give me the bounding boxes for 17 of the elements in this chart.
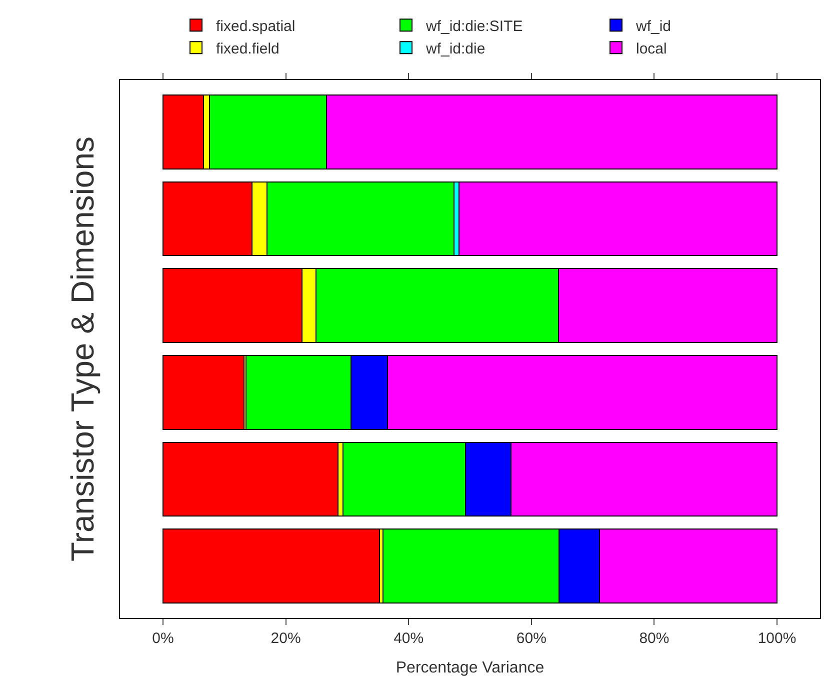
x-tick-label: 40% — [394, 630, 424, 647]
x-tick-label: 60% — [516, 630, 546, 647]
x-axis-title: Percentage Variance — [396, 660, 544, 677]
x-tick-label: 20% — [270, 630, 301, 647]
legend-label: fixed.spatial — [216, 18, 296, 35]
bar — [162, 442, 338, 517]
legend-label: fixed.field — [216, 40, 280, 58]
legend-label: wf_id:die — [425, 40, 486, 58]
y-axis-title: Transistor Type & Dimensions — [64, 136, 100, 562]
legend-label: wf_id — [635, 18, 672, 35]
x-tick-label: 100% — [758, 630, 796, 647]
legend-label: wf_id:die:SITE — [425, 18, 523, 35]
legend-label: local — [636, 40, 667, 58]
bar — [162, 355, 245, 430]
x-tick-label: 0% — [152, 630, 174, 647]
bar — [162, 528, 380, 604]
x-tick-label: 80% — [639, 630, 670, 647]
